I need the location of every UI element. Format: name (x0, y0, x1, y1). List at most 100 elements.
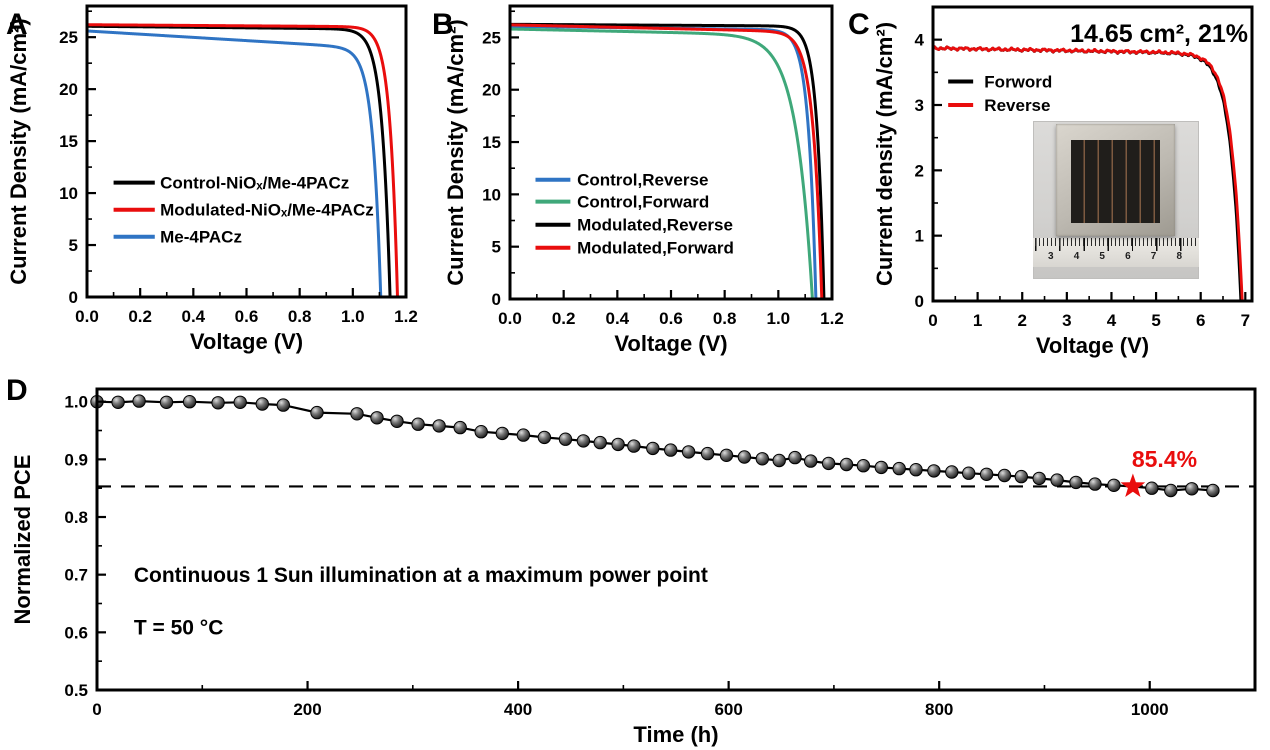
data-point-sphere (558, 432, 573, 446)
data-point-sphere (516, 428, 531, 442)
panel-c: C 0 1 2 3 4 5 6 7 0 1 2 3 4 Voltage (V) Current densit… (835, 0, 1270, 365)
y-tick-label: 2 (915, 161, 924, 180)
y-tick-label: 0.7 (64, 566, 88, 585)
x-axis-title: Voltage (V) (190, 329, 303, 354)
y-axis-title: Current Density (mA/cm²) (443, 19, 468, 285)
data-point-sphere (370, 411, 384, 425)
x-tick-label: 0.6 (659, 309, 683, 328)
panel-title-annotation: 14.65 cm², 21% (1070, 20, 1248, 48)
panel-b: B 0.0 0.2 0.4 0.6 0.8 1.0 1.2 0 5 10 15 20 25 Voltage… (420, 0, 844, 365)
data-point-sphere (132, 394, 146, 408)
module-frame (1056, 124, 1175, 236)
data-point-sphere (432, 419, 446, 433)
data-point-sphere (804, 454, 818, 468)
x-tick-label: 6 (1196, 311, 1205, 330)
y-tick-label: 10 (482, 185, 501, 204)
y-tick-label: 0 (69, 288, 78, 307)
plot-frame (508, 4, 834, 301)
x-tick-label: 0.2 (552, 309, 576, 328)
data-point-sphere (537, 430, 552, 445)
data-point-sphere (1069, 475, 1083, 490)
legend-label-forword: Forword (984, 72, 1052, 91)
curve-control-reverse (509, 24, 818, 300)
curve-reverse (931, 45, 1244, 300)
plot-frame (85, 4, 408, 299)
x-tick-label: 0 (928, 311, 937, 330)
data-point-sphere (772, 453, 786, 468)
y-tick-label: 25 (482, 28, 501, 47)
plot-frame (931, 5, 1254, 303)
data-point-sphere (1206, 483, 1220, 498)
data-point-sphere (821, 456, 836, 471)
x-tick-label: 1.0 (341, 307, 365, 326)
data-point-sphere (681, 445, 696, 459)
data-point-sphere (182, 395, 197, 409)
panel-d-label: D (6, 374, 28, 407)
panel-b-label: B (432, 8, 454, 41)
y-tick-label: 20 (59, 80, 78, 99)
legend: Forword Reverse (948, 72, 1052, 115)
legend-label-modulated-reverse: Modulated,Reverse (577, 216, 733, 235)
data-point-sphere (839, 457, 854, 472)
legend: Control-NiOₓ/Me-4PACz Modulated-NiOₓ/Me-4… (113, 174, 374, 247)
x-tick-label: 0 (92, 700, 101, 719)
data-point-sphere (962, 466, 976, 480)
data-point-sphere (159, 395, 174, 409)
module-active-area (1071, 140, 1160, 223)
data-point-sphere (474, 425, 488, 439)
data-point-sphere (1164, 483, 1178, 498)
x-tick-label: 5 (1151, 311, 1160, 330)
ruler-number: 5 (1099, 251, 1105, 262)
data-point-sphere (233, 395, 247, 409)
annotation-85-4: 85.4% (1132, 446, 1197, 472)
y-tick-label: 0.8 (64, 508, 88, 527)
x-tick-label: 0.6 (235, 307, 259, 326)
data-point-sphere (664, 443, 678, 457)
x-tick-label: 0.0 (498, 309, 522, 328)
x-tick-label: 1.2 (820, 309, 844, 328)
y-tick-label: 15 (59, 132, 78, 151)
data-point-sphere (211, 396, 225, 410)
ruler-ticks (1035, 238, 1197, 252)
legend-label-modulated-forward: Modulated,Forward (577, 239, 734, 258)
x-tick-label: 0.2 (128, 307, 152, 326)
panel-d: D 0 200 400 600 800 1000 0.5 0.6 0.7 0.8 0.9 1.0 Tim… (0, 370, 1270, 750)
milestone-star-marker (1120, 473, 1146, 497)
data-point-sphere (1185, 482, 1199, 496)
module-photo-inset: 3 4 5 6 7 8 (1033, 121, 1199, 279)
data-point-sphere (892, 461, 906, 476)
data-point-sphere (719, 448, 734, 463)
data-point-sphere (111, 395, 125, 409)
data-point-sphere (453, 420, 467, 435)
data-point-sphere (909, 463, 923, 477)
x-axis-title: Time (h) (633, 722, 718, 747)
data-point-sphere (611, 437, 625, 452)
y-tick-label: 15 (482, 133, 501, 152)
y-tick-label: 0.5 (64, 681, 88, 700)
legend-label-control-reverse: Control,Reverse (577, 171, 708, 190)
data-point-sphere (927, 464, 941, 478)
legend-label-control-nio-me-4pacz: Control-NiOₓ/Me-4PACz (160, 174, 349, 193)
y-tick-label: 1.0 (64, 393, 88, 412)
data-point-sphere (495, 426, 509, 441)
y-tick-label: 25 (59, 28, 78, 47)
x-tick-label: 0.0 (75, 307, 99, 326)
legend-label-control-forward: Control,Forward (577, 193, 709, 212)
plot-frame (95, 387, 1257, 692)
data-point-sphere (1145, 481, 1159, 495)
ruler-number: 4 (1073, 251, 1080, 262)
data-point-sphere (700, 446, 715, 461)
y-tick-label: 20 (482, 81, 501, 100)
y-tick-label: 10 (59, 184, 78, 203)
panel-c-label: C (848, 8, 870, 41)
data-point-sphere (979, 467, 994, 482)
data-point-sphere (255, 397, 269, 411)
panel-b-chart: 0.0 0.2 0.4 0.6 0.8 1.0 1.2 0 5 10 15 20 25 Voltage (… (443, 4, 844, 356)
data-point-sphere (310, 405, 324, 420)
x-tick-label: 0.8 (713, 309, 737, 328)
panel-a: A 0.0 0.2 0.4 0.6 0.8 1.0 1.2 0 5 10 15 20 25 Voltage… (0, 0, 420, 365)
x-tick-label: 7 (1241, 311, 1250, 330)
y-tick-label: 4 (915, 31, 925, 50)
curve-modulated-nio-me-4pacz (86, 23, 399, 298)
data-point-sphere (874, 460, 888, 475)
